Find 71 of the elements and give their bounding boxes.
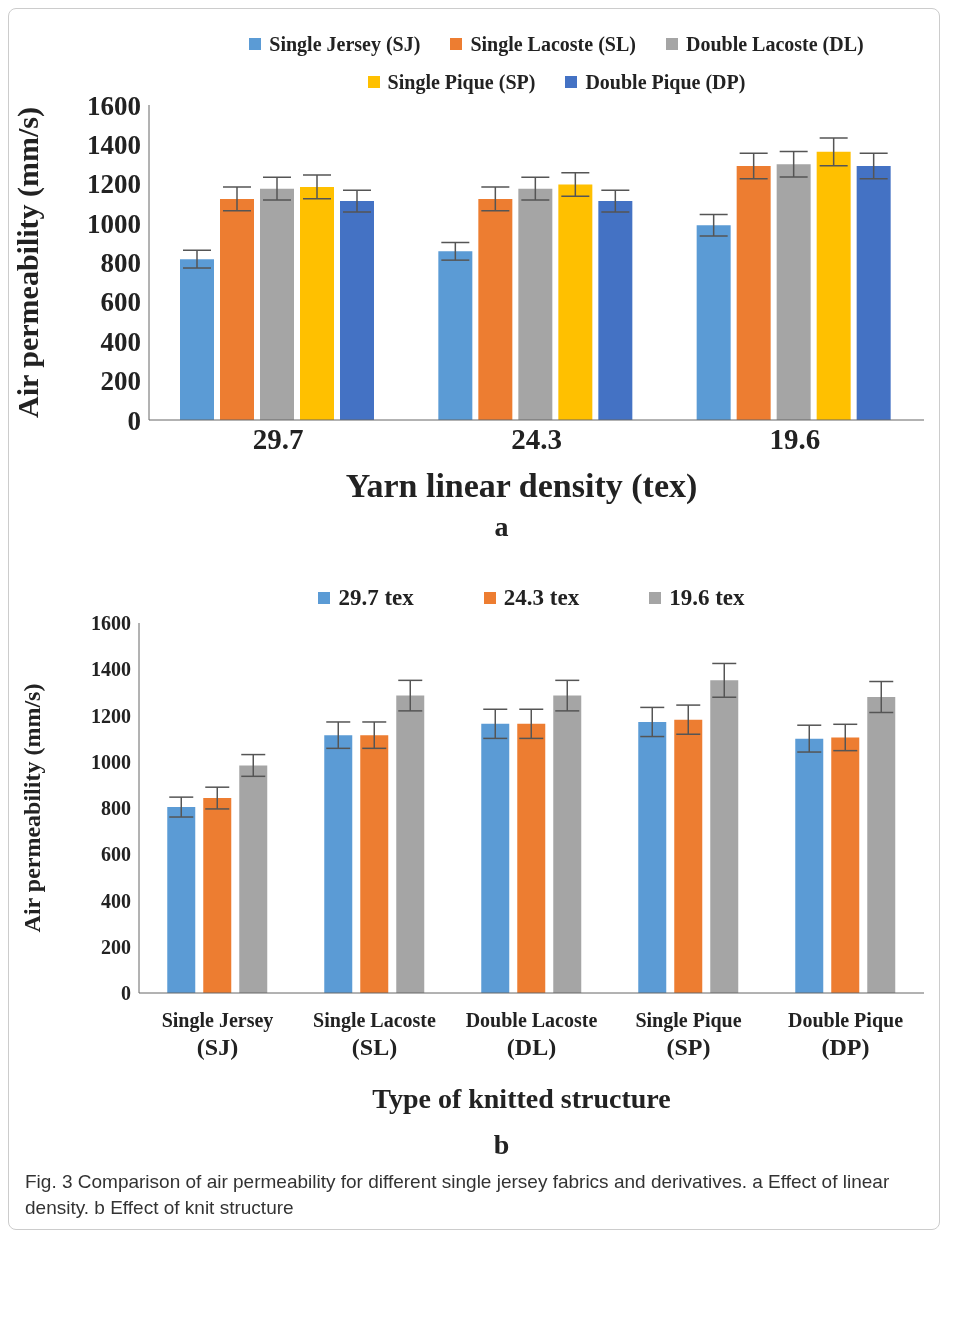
bar [736,166,771,420]
bar [300,186,334,420]
legend-label: 19.6 tex [668,584,745,612]
y-tick-label: 1600 [87,90,141,121]
bar [776,164,811,420]
x-tick-label: 19.6 [769,422,821,455]
x-tick-label: 29.7 [252,422,304,455]
bar [867,697,896,993]
legend-label: 29.7 tex [337,584,414,612]
y-tick-label: 1200 [87,169,141,200]
y-tick-label: 200 [100,366,141,397]
legend-label: Single Lacoste (SL) [469,32,636,58]
bar [340,201,374,420]
x-tick-label: Single Jersey (SJ) [161,1009,274,1060]
y-tick-label: 1600 [91,612,131,635]
legend-label: 24.3 tex [502,584,580,612]
legend-label: Single Jersey (SJ) [268,32,421,58]
caption: Fig. 3 Comparison of air permeability for different single jersey fabrics and derivatives. a Effect of linear density. b Effect of knit structure [24,1170,891,1220]
x-tick-label: 24.3 [511,422,562,455]
y-tick-label: 0 [121,982,131,1005]
bar [360,735,389,993]
x-tick-label: Single Pique (SP) [635,1009,742,1060]
y-tick-label: 1000 [87,208,141,239]
bar [324,735,353,993]
bar [396,695,425,993]
bar [518,188,553,420]
x-axis-title: Type of knitted structure [371,1083,672,1115]
bar [696,225,731,420]
y-tick-label: 1400 [91,658,131,681]
bar [167,807,196,993]
text: a [493,511,510,543]
y-tick-label: 400 [101,889,131,912]
x-axis-title: Yarn linear density (tex) [344,467,699,505]
y-tick-label: 800 [101,797,131,820]
bar [180,259,214,420]
bar [638,721,667,993]
y-axis-title: Air permeability (mm/s) [10,106,45,419]
text: b [492,1129,511,1161]
bar [481,723,510,993]
y-tick-label: 800 [100,248,141,279]
bar [795,738,824,993]
x-tick-label: Double Lacoste (DL) [465,1009,598,1060]
bar [710,680,739,993]
y-tick-label: 400 [100,326,141,357]
bar [558,184,593,420]
bar [438,251,473,420]
bar [517,723,546,993]
bar [239,765,268,993]
y-tick-label: 1200 [91,704,131,727]
legend-label: Double Pique (DP) [584,70,746,96]
bar [856,166,891,420]
bar [816,151,851,420]
bar [674,719,703,993]
legend-label: Double Lacoste (DL) [684,32,864,58]
bar [831,737,860,993]
x-tick-label: Double Pique (DP) [787,1009,904,1060]
y-tick-label: 1400 [87,129,141,160]
y-tick-label: 0 [127,405,141,436]
x-tick-label: Single Lacoste (SL) [313,1009,437,1060]
y-tick-label: 600 [101,843,131,866]
y-tick-label: 1000 [91,750,131,773]
bar [553,695,582,993]
bar [478,198,513,420]
y-axis-title: Air permeability (mm/s) [18,683,45,933]
bar [220,198,254,420]
bar [260,188,294,420]
y-tick-label: 200 [101,935,131,958]
bar [203,798,232,993]
legend-label: Single Pique (SP) [386,70,536,96]
bar [598,201,633,420]
y-tick-label: 600 [100,287,141,318]
